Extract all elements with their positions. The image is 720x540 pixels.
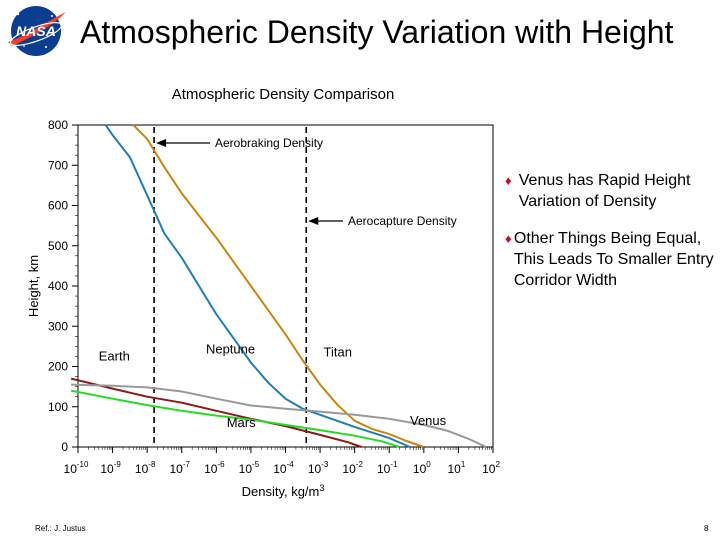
density-chart: Atmospheric Density Comparison Aerobraki… <box>26 86 500 499</box>
x-tick-label: 100 <box>413 460 431 476</box>
bullet-list: ♦ Venus has Rapid Height Variation of De… <box>505 170 715 307</box>
series-label-earth: Earth <box>99 348 130 363</box>
x-tick-label: 10-8 <box>135 460 156 476</box>
slide-title: Atmospheric Density Variation with Heigh… <box>80 14 674 50</box>
x-axis-label: Density, kg/m3 <box>242 483 325 499</box>
series-label-neptune: Neptune <box>206 342 255 357</box>
y-tick-label: 200 <box>48 360 68 374</box>
logo-text: NASA <box>16 23 56 39</box>
x-tick-label: 102 <box>482 460 500 476</box>
y-tick-label: 600 <box>48 199 68 213</box>
series-line-venus <box>71 383 487 448</box>
reference-line-label: Aerobraking Density <box>215 136 323 150</box>
series-label-mars: Mars <box>227 415 256 430</box>
logo-swoosh <box>8 12 66 46</box>
page-number: 8 <box>704 524 709 533</box>
series-line-mars <box>70 389 400 448</box>
y-tick-label: 0 <box>61 440 68 454</box>
x-tick-label: 10-10 <box>64 460 89 476</box>
y-tick-label: 300 <box>48 319 68 333</box>
bullet-item: ♦ Other Things Being Equal, This Leads T… <box>505 228 715 291</box>
x-tick-label: 10-6 <box>204 460 225 476</box>
x-tick-label: 10-9 <box>100 460 121 476</box>
arrow-head-icon <box>308 217 319 225</box>
series-label-titan: Titan <box>324 344 352 359</box>
x-tick-label: 10-3 <box>308 460 329 476</box>
series-line-earth <box>70 377 362 448</box>
bullet-text: Venus has Rapid Height Variation of Dens… <box>518 172 691 210</box>
y-tick-label: 700 <box>48 158 68 172</box>
y-tick-label: 800 <box>48 118 68 132</box>
x-tick-label: 10-4 <box>273 460 294 476</box>
series-label-venus: Venus <box>410 413 447 428</box>
y-tick-label: 500 <box>48 239 68 253</box>
y-axis-label: Height, km <box>26 255 41 317</box>
diamond-bullet-icon: ♦ <box>505 231 512 246</box>
x-tick-label: 10-5 <box>239 460 260 476</box>
series-line-titan <box>132 124 425 448</box>
series-line-neptune <box>104 124 411 448</box>
arrow-head-icon <box>156 139 167 147</box>
bullet-text: Other Things Being Equal, This Leads To … <box>513 230 714 289</box>
chart-title: Atmospheric Density Comparison <box>172 86 395 103</box>
bullet-item: ♦ Venus has Rapid Height Variation of De… <box>505 170 715 212</box>
reference-line-label: Aerocapture Density <box>348 214 457 228</box>
nasa-logo: NASA <box>6 2 72 60</box>
x-tick-label: 10-1 <box>377 460 398 476</box>
y-tick-label: 400 <box>48 279 68 293</box>
x-tick-label: 10-2 <box>342 460 363 476</box>
diamond-bullet-icon: ♦ <box>505 173 512 188</box>
x-tick-label: 101 <box>448 460 466 476</box>
y-tick-label: 100 <box>48 400 68 414</box>
x-tick-label: 10-7 <box>170 460 191 476</box>
footer-reference: Ref.: J. Justus <box>35 524 86 533</box>
